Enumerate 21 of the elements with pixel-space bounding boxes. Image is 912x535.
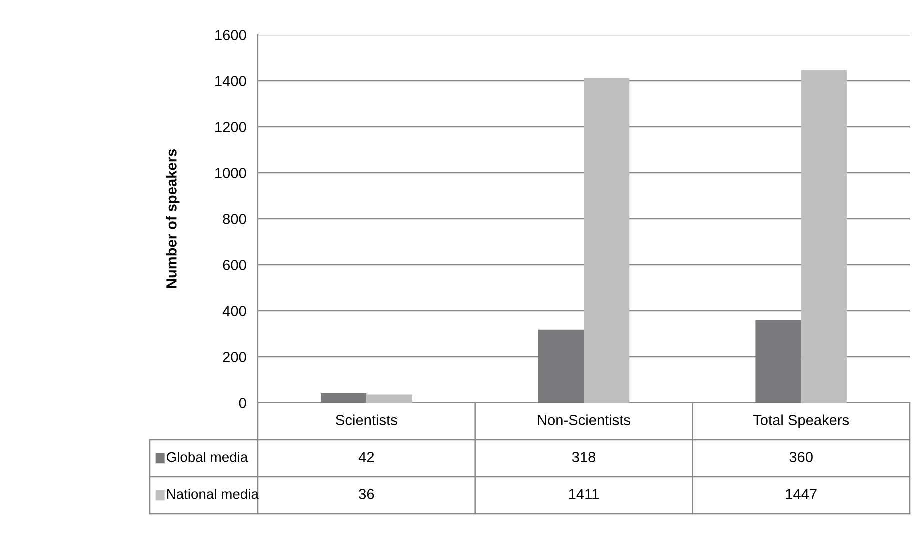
data-label: 1447 [786,489,817,500]
x-tick-label: Scientists [336,414,398,426]
y-tick-label: 0 [239,398,246,408]
y-tick-label: 200 [223,352,246,362]
y-axis-title: Number of speakers [166,149,180,288]
x-tick-label: Non-Scientists [538,414,630,426]
data-label: 1411 [569,489,599,500]
legend-label: National media [167,489,259,500]
data-label: 36 [359,489,374,500]
y-tick-label: 1600 [216,30,246,40]
x-tick-label: Total Speakers [753,414,850,428]
y-tick-label: 1400 [216,76,246,86]
y-tick-label: 400 [222,306,246,316]
y-tick-label: 600 [223,260,246,270]
data-label: 360 [790,452,813,462]
legend-label: Global media [167,452,248,462]
y-tick-label: 1000 [216,168,246,178]
y-tick-label: 800 [223,214,246,224]
y-tick-label: 1200 [216,122,246,132]
data-label: 318 [572,452,596,462]
data-label: 42 [358,452,374,462]
